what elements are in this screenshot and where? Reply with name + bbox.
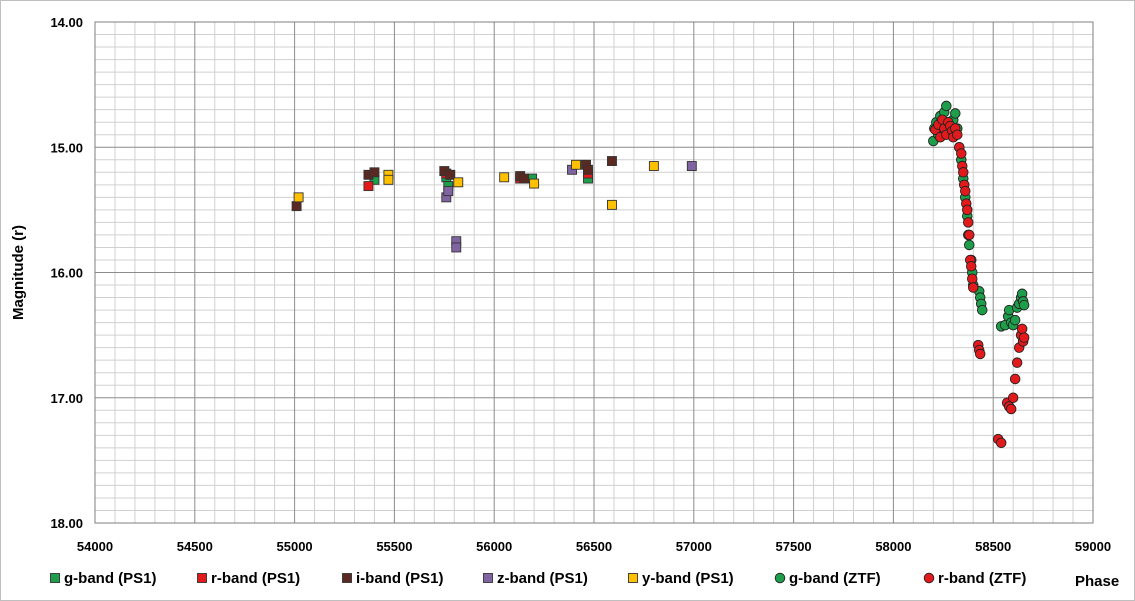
legend-item: y-band (PS1) [628,570,734,587]
data-point [960,185,971,197]
data-point [976,304,988,316]
data-point [686,161,697,171]
y-tick-label: 14.00 [50,15,83,30]
data-point [1011,357,1023,368]
legend-label: g-band (ZTF) [789,570,881,587]
legend-label: r-band (PS1) [211,570,300,587]
y-tick-label: 18.00 [50,516,83,531]
data-point [607,156,617,166]
x-tick-label: 59000 [1075,539,1111,554]
x-tick-label: 57500 [776,539,812,554]
legend-label: g-band (PS1) [64,570,157,587]
data-point [363,181,374,192]
data-point [451,242,462,253]
legend-label: y-band (PS1) [642,570,734,587]
data-point [1009,373,1021,385]
legend-marker [50,573,60,583]
data-point [293,192,304,203]
plot-area-border [94,21,1094,524]
data-point [519,173,530,184]
data-point [383,174,394,185]
legend-item: g-band (ZTF) [774,570,881,587]
x-tick-label: 54000 [77,539,113,554]
data-point [967,282,979,293]
series-r-band-ztf- [930,114,1030,449]
data-point [956,148,967,159]
data-points [291,100,1030,449]
legend-label: z-band (PS1) [497,570,588,587]
legend-item: z-band (PS1) [483,570,588,587]
series-i-band-ps1- [291,156,617,212]
series-z-band-ps1- [441,161,697,253]
data-point [995,437,1007,449]
x-axis-title: Phase [1075,573,1119,590]
legend-item: i-band (PS1) [342,570,444,587]
legend-marker [483,573,493,583]
data-point [966,273,978,285]
x-tick-label: 55000 [277,539,313,554]
data-point [1016,323,1028,335]
x-tick-label: 57000 [676,539,712,554]
data-point [445,169,456,180]
legend-item: r-band (PS1) [197,570,300,587]
data-point [1018,299,1030,311]
y-tick-label: 16.00 [50,266,83,281]
data-point [443,186,454,197]
x-tick-label: 58500 [975,539,1011,554]
y-tick-labels: 14.00 15.00 16.00 17.00 18.00 [50,15,83,531]
data-point [952,129,963,140]
legend-label: i-band (PS1) [356,570,444,587]
data-point [648,161,659,171]
legend-item: g-band (PS1) [50,570,157,587]
data-point [453,177,464,188]
x-tick-labels: 54000 54500 55000 55500 56000 56500 57000 57500… [77,539,1111,554]
x-tick-label: 54500 [177,539,213,554]
legend-marker [197,573,207,583]
data-point [963,217,974,228]
data-point [1007,392,1019,404]
data-point [974,348,986,360]
data-point [369,167,380,178]
data-point [962,204,973,216]
data-point [529,178,540,189]
y-tick-label: 15.00 [50,140,83,155]
series-y-band-ps1- [293,159,659,210]
data-point [958,167,969,178]
data-point [963,239,975,251]
data-point [571,159,581,170]
data-point [1018,332,1030,343]
x-tick-label: 56500 [576,539,612,554]
data-point [607,199,617,210]
data-point [1009,314,1021,326]
y-axis-title: Magnitude (r) [10,225,27,320]
legend-item: r-band (ZTF) [923,570,1026,587]
data-point [1005,403,1017,415]
x-tick-label: 55500 [376,539,412,554]
legend-marker [774,572,786,584]
legend-marker [628,573,638,583]
data-point [963,229,975,241]
data-point [941,100,952,112]
y-tick-label: 17.00 [50,391,83,406]
legend-marker [923,572,935,584]
legend-label: r-band (ZTF) [938,570,1026,587]
x-tick-label: 58000 [875,539,911,554]
legend: g-band (PS1) r-band (PS1) i-band (PS1) z-ba… [50,570,1026,587]
data-point [950,108,961,119]
legend-marker [342,573,352,583]
x-tick-label: 56000 [476,539,512,554]
data-point [291,201,302,212]
data-point [965,260,977,272]
series-g-band-ps1- [369,172,593,192]
data-point [583,164,593,175]
data-point [499,172,510,183]
